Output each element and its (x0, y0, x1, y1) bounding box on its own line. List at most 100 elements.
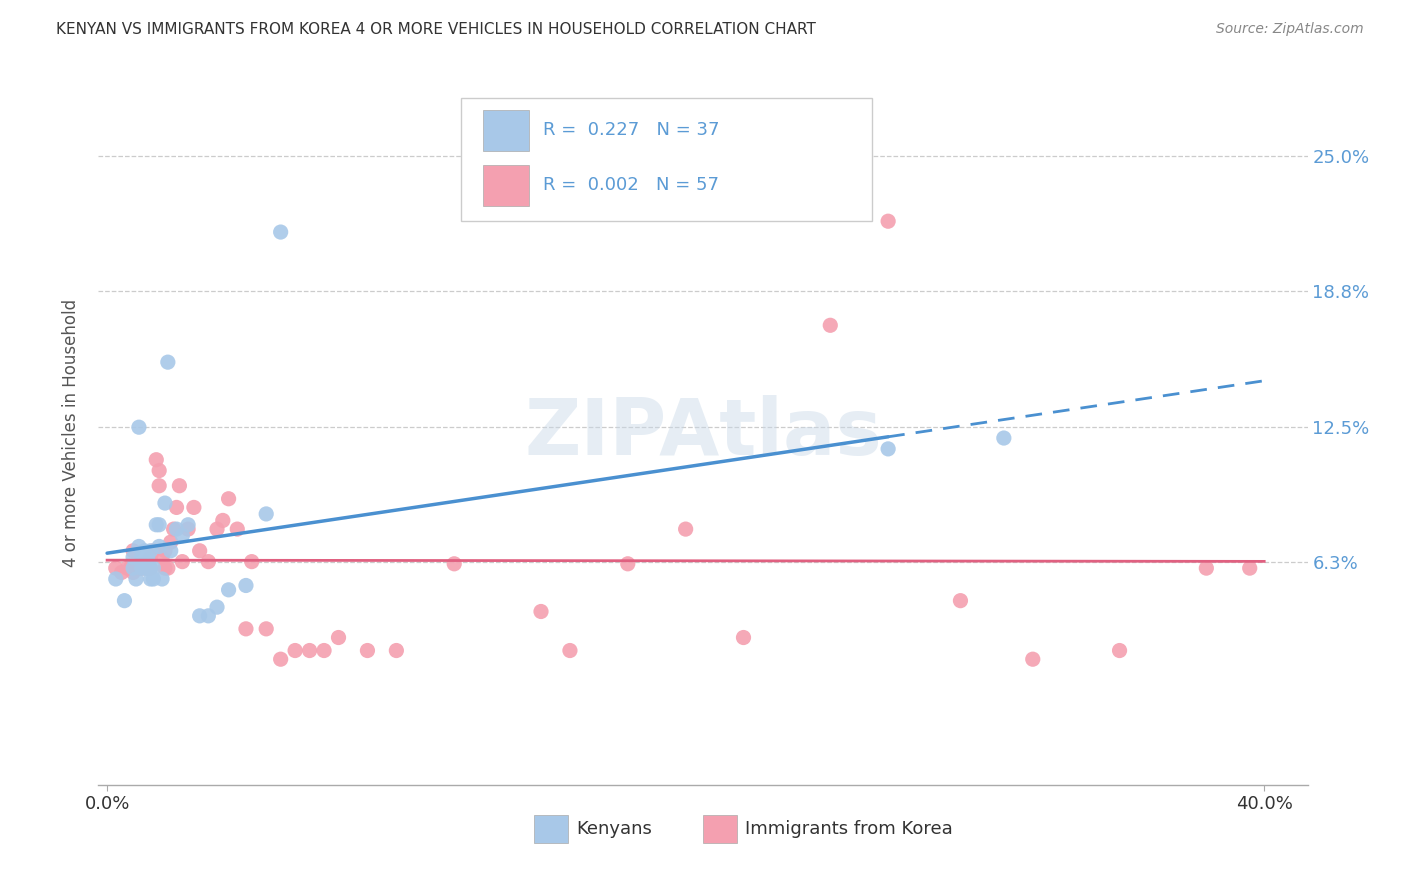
Point (120, 561, 142, 575)
Point (188, 608, 211, 623)
Point (125, 561, 148, 575)
Point (877, 442, 900, 456)
Point (1239, 561, 1261, 575)
Point (1108, 643, 1130, 657)
Point (159, 535, 181, 549)
Point (110, 566, 132, 580)
Point (820, 318, 842, 333)
Point (218, 582, 240, 597)
Point (136, 561, 159, 575)
Point (153, 543, 176, 558)
Point (197, 608, 219, 623)
Point (122, 566, 145, 580)
Point (385, 643, 408, 657)
Point (205, 522, 228, 536)
Point (675, 522, 697, 536)
Text: Kenyans: Kenyans (576, 820, 652, 838)
FancyBboxPatch shape (461, 98, 872, 221)
Point (877, 214, 900, 228)
Bar (703, 814, 737, 843)
Point (125, 572, 148, 586)
Point (226, 522, 249, 536)
Point (139, 561, 162, 575)
Point (139, 550, 162, 565)
Point (284, 643, 307, 657)
Point (443, 557, 465, 571)
Point (328, 631, 350, 645)
Point (156, 355, 179, 369)
Point (104, 561, 127, 575)
Point (211, 513, 233, 527)
Point (270, 652, 292, 666)
Point (254, 507, 277, 521)
Point (153, 561, 176, 575)
Point (1195, 561, 1218, 575)
Point (122, 543, 145, 558)
Point (558, 643, 581, 657)
Point (188, 543, 211, 558)
Point (104, 572, 127, 586)
Point (150, 572, 173, 586)
Point (136, 561, 159, 575)
Point (122, 561, 145, 575)
Point (166, 500, 188, 515)
Point (134, 561, 156, 575)
Point (298, 643, 321, 657)
Point (254, 622, 277, 636)
Point (270, 225, 292, 239)
Point (131, 561, 153, 575)
Point (128, 420, 150, 434)
Text: R =  0.227   N = 37: R = 0.227 N = 37 (543, 121, 720, 139)
Point (139, 543, 162, 558)
Point (949, 593, 972, 607)
Text: ZIPAtlas: ZIPAtlas (524, 394, 882, 471)
Point (145, 517, 167, 532)
Point (117, 561, 139, 575)
Point (235, 578, 257, 592)
Point (134, 557, 156, 571)
Point (128, 561, 150, 575)
Point (240, 555, 263, 569)
Point (142, 572, 165, 586)
Point (166, 522, 188, 536)
Text: KENYAN VS IMMIGRANTS FROM KOREA 4 OR MORE VEHICLES IN HOUSEHOLD CORRELATION CHAR: KENYAN VS IMMIGRANTS FROM KOREA 4 OR MOR… (56, 22, 815, 37)
Point (177, 517, 200, 532)
Point (733, 631, 755, 645)
Point (162, 522, 184, 536)
Point (142, 561, 165, 575)
Bar (482, 110, 529, 151)
Point (139, 572, 162, 586)
Point (153, 496, 176, 510)
Point (218, 491, 240, 506)
Point (136, 550, 159, 565)
Point (114, 593, 136, 607)
Text: R =  0.002   N = 57: R = 0.002 N = 57 (543, 177, 720, 194)
Point (148, 479, 170, 493)
Point (131, 561, 153, 575)
Point (159, 543, 181, 558)
Point (235, 622, 257, 636)
Point (356, 643, 378, 657)
Point (172, 555, 194, 569)
Point (183, 500, 205, 515)
Text: Source: ZipAtlas.com: Source: ZipAtlas.com (1216, 22, 1364, 37)
Point (142, 543, 165, 558)
Y-axis label: 4 or more Vehicles in Household: 4 or more Vehicles in Household (62, 299, 80, 566)
Point (530, 605, 553, 619)
Bar (534, 814, 568, 843)
Point (128, 540, 150, 554)
Point (122, 550, 145, 565)
Point (1022, 652, 1045, 666)
Point (172, 528, 194, 542)
Point (148, 517, 170, 532)
Point (312, 643, 335, 657)
Point (993, 431, 1015, 445)
Text: Immigrants from Korea: Immigrants from Korea (745, 820, 953, 838)
Point (148, 464, 170, 478)
Point (205, 600, 228, 615)
Bar (482, 165, 529, 206)
Point (169, 479, 191, 493)
Point (139, 561, 162, 575)
Point (177, 522, 200, 536)
Point (131, 550, 153, 565)
